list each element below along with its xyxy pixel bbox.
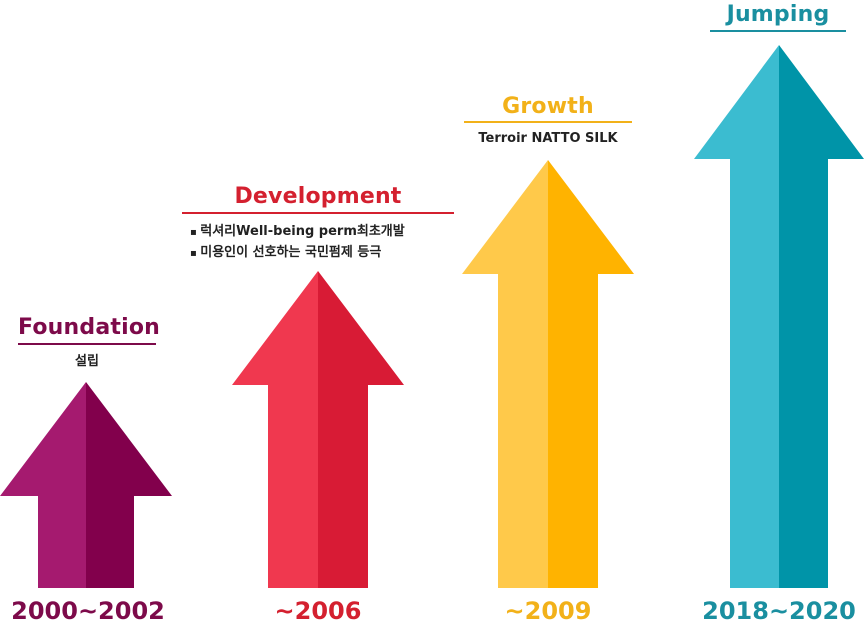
stage-year-foundation: 2000~2002	[11, 597, 165, 625]
bullet-item: 미용인이 선호하는 국민펌제 등극	[190, 243, 405, 264]
stage-rule-foundation	[18, 343, 156, 345]
arrow-development	[232, 271, 404, 588]
arrow-foundation-left	[0, 382, 86, 588]
stage-rule-development	[182, 212, 454, 214]
stage-year-jumping: 2018~2020	[702, 597, 856, 625]
arrow-growth	[462, 160, 634, 588]
bullet-item: 럭셔리Well-being perm최초개발	[190, 222, 404, 243]
stage-rule-growth	[464, 121, 632, 123]
stage-title-development: Development	[234, 184, 402, 209]
stage-year-growth: ~2009	[504, 597, 592, 625]
arrow-jumping-left	[694, 45, 779, 588]
stage-title-jumping: Jumping	[726, 2, 830, 27]
arrow-jumping	[694, 45, 864, 588]
stage-title-growth: Growth	[502, 94, 594, 119]
stage-description-growth: Terroir NATTO SILK	[478, 131, 618, 146]
arrow-development-right	[318, 271, 404, 588]
stage-description-foundation: 설립	[75, 354, 99, 369]
arrow-foundation-right	[86, 382, 172, 588]
arrow-foundation	[0, 382, 172, 588]
arrow-growth-right	[548, 160, 634, 588]
stage-bullets-development: 럭셔리Well-being perm최초개발 미용인이 선호하는 국민펌제 등극	[190, 222, 405, 264]
stage-title-foundation: Foundation	[18, 315, 161, 340]
stage-rule-jumping	[710, 30, 846, 32]
arrow-development-left	[232, 271, 318, 588]
arrow-jumping-right	[779, 45, 864, 588]
stage-year-development: ~2006	[274, 597, 362, 625]
arrow-growth-left	[462, 160, 548, 588]
